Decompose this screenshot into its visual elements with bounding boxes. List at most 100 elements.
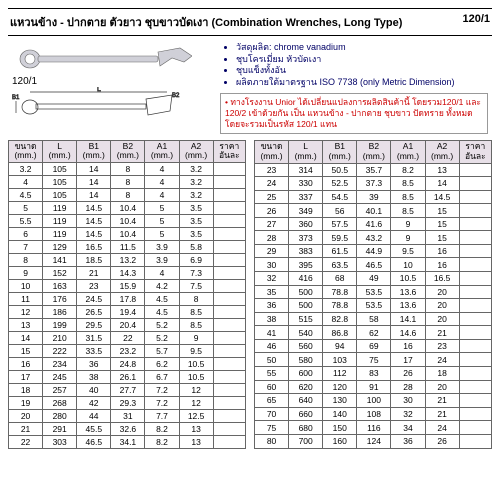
- col-header: A2(mm.): [179, 140, 213, 162]
- cell: 24: [255, 177, 289, 191]
- cell: [213, 331, 245, 344]
- cell: 9.5: [391, 244, 425, 258]
- cell: [213, 188, 245, 201]
- spec-item: ชุบแข็งทั้งอัน: [236, 65, 488, 77]
- cell: 9: [391, 217, 425, 231]
- table-row: 4154086.86214.621: [255, 326, 492, 340]
- cell: 21: [77, 266, 111, 279]
- table-row: 2533754.5398.514.5: [255, 190, 492, 204]
- table-row: 2433052.537.38.514: [255, 177, 492, 191]
- cell: 40: [77, 383, 111, 396]
- cell: 49: [357, 272, 391, 286]
- cell: 383: [289, 244, 323, 258]
- cell: [213, 253, 245, 266]
- cell: 42: [77, 396, 111, 409]
- cell: 6.7: [145, 370, 179, 383]
- cell: [213, 318, 245, 331]
- cell: 12.5: [179, 409, 213, 422]
- cell: 41: [255, 326, 289, 340]
- cell: 32.6: [111, 422, 145, 435]
- spec-item: วัสดุผลิต: chrome vanadium: [236, 42, 488, 54]
- cell: 373: [289, 231, 323, 245]
- svg-text:B2: B2: [172, 93, 180, 99]
- cell: 8: [179, 292, 213, 305]
- cell: 349: [289, 204, 323, 218]
- cell: [213, 240, 245, 253]
- cell: 8.5: [179, 305, 213, 318]
- spec-item: ผลิตภายใต้มาตรฐาน ISO 7738 (only Metric …: [236, 77, 488, 89]
- cell: 257: [43, 383, 77, 396]
- cell: 36: [391, 434, 425, 448]
- cell: [459, 326, 491, 340]
- cell: [213, 435, 245, 448]
- table-row: 60620120912820: [255, 380, 492, 394]
- cell: [213, 383, 245, 396]
- table-row: 4656094691623: [255, 339, 492, 353]
- cell: 13: [9, 318, 43, 331]
- table-row: 3.210514843.2: [9, 162, 246, 175]
- cell: 27: [255, 217, 289, 231]
- cell: 20: [425, 299, 459, 313]
- cell: 23: [425, 339, 459, 353]
- cell: 8: [9, 253, 43, 266]
- cell: 33.5: [77, 344, 111, 357]
- table-row: 4.510514843.2: [9, 188, 246, 201]
- cell: [213, 370, 245, 383]
- cell: 5: [145, 201, 179, 214]
- col-header: A2(mm.): [425, 140, 459, 163]
- cell: 314: [289, 163, 323, 177]
- cell: 69: [357, 339, 391, 353]
- cell: 8.2: [391, 163, 425, 177]
- cell: 10.4: [111, 214, 145, 227]
- cell: 660: [289, 407, 323, 421]
- cell: 3.9: [145, 253, 179, 266]
- cell: 61.5: [323, 244, 357, 258]
- cell: 3.2: [179, 162, 213, 175]
- cell: 6: [9, 227, 43, 240]
- cell: 14: [77, 162, 111, 175]
- cell: 22: [9, 435, 43, 448]
- dimension-icon: L B1 B2: [12, 87, 192, 127]
- cell: 10.5: [391, 272, 425, 286]
- cell: 23: [77, 279, 111, 292]
- cell: 17: [391, 353, 425, 367]
- cell: 19: [9, 396, 43, 409]
- cell: 9.5: [179, 344, 213, 357]
- cell: 5.8: [179, 240, 213, 253]
- cell: 14: [77, 175, 111, 188]
- cell: 3.5: [179, 214, 213, 227]
- cell: 3.5: [179, 227, 213, 240]
- table-row: 814118.513.23.96.9: [9, 253, 246, 266]
- cell: 7.5: [179, 279, 213, 292]
- cell: 8.5: [179, 318, 213, 331]
- cell: 280: [43, 409, 77, 422]
- cell: 20: [425, 312, 459, 326]
- col-header: B1(mm.): [323, 140, 357, 163]
- cell: 28: [255, 231, 289, 245]
- table-row: 712916.511.53.95.8: [9, 240, 246, 253]
- table-row: 756801501163424: [255, 421, 492, 435]
- cell: 14.6: [391, 326, 425, 340]
- cell: [213, 227, 245, 240]
- cell: 291: [43, 422, 77, 435]
- cell: 53.5: [357, 285, 391, 299]
- cell: 3.2: [179, 175, 213, 188]
- col-header: A1(mm.): [391, 140, 425, 163]
- cell: 4.5: [145, 292, 179, 305]
- cell: 160: [323, 434, 357, 448]
- cell: 21: [425, 394, 459, 408]
- cell: 8: [111, 162, 145, 175]
- cell: 8.5: [391, 204, 425, 218]
- cell: 31.5: [77, 331, 111, 344]
- cell: [213, 422, 245, 435]
- cell: 108: [357, 407, 391, 421]
- cell: [213, 305, 245, 318]
- cell: 44: [77, 409, 111, 422]
- cell: 41.6: [357, 217, 391, 231]
- cell: 36: [77, 357, 111, 370]
- cell: 140: [323, 407, 357, 421]
- cell: 13: [179, 435, 213, 448]
- cell: 186: [43, 305, 77, 318]
- cell: 46: [255, 339, 289, 353]
- cell: 32: [391, 407, 425, 421]
